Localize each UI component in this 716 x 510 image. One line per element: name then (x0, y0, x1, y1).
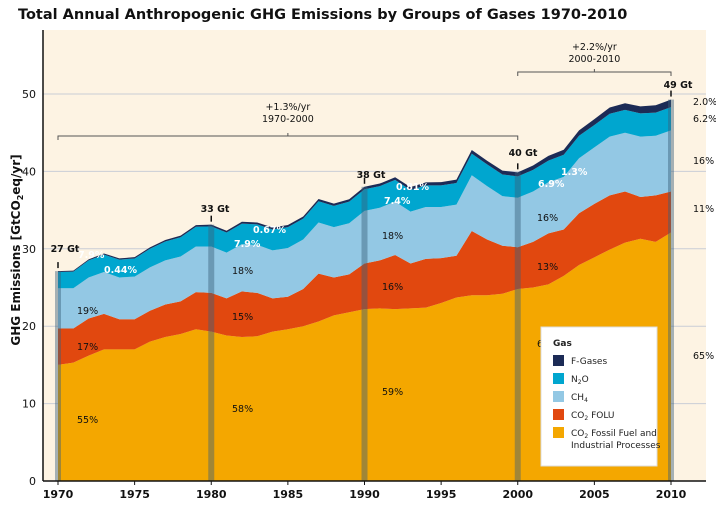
growth-rate-label: +2.2%/yr (572, 42, 617, 53)
share-label: 7.4% (384, 196, 411, 207)
share-label: 59% (382, 387, 403, 398)
area-co2-folu (58, 191, 671, 365)
y-tick-label: 30 (22, 243, 36, 256)
share-label: 2.0% (693, 97, 716, 108)
chart-title: Total Annual Anthropogenic GHG Emissions… (18, 7, 627, 23)
x-tick-label: 2000 (502, 488, 533, 501)
legend-label: CO2 Fossil Fuel and (571, 429, 657, 440)
legend-swatch (553, 409, 564, 420)
share-label: 15% (232, 312, 253, 323)
growth-bracket (517, 69, 672, 76)
share-label: 1.3% (561, 167, 588, 178)
share-label: 19% (77, 306, 98, 317)
y-tick-label: 0 (29, 475, 36, 488)
x-tick-label: 1970 (43, 488, 74, 501)
share-label: 16% (382, 282, 403, 293)
share-label: 7.9% (234, 239, 261, 250)
total-label: 33 Gt (201, 204, 230, 215)
share-label: 58% (232, 404, 253, 415)
decade-marker-bar (668, 99, 674, 481)
area-co2-fossil-fuel-and-industrial-processes (58, 232, 671, 481)
x-tick-label: 2010 (656, 488, 687, 501)
y-tick-label: 40 (22, 165, 36, 178)
legend-label: CH4 (571, 393, 588, 404)
y-axis-label: GHG Emissions [GtCO2eq/yr] (9, 154, 25, 345)
share-label: 13% (537, 262, 558, 273)
decade-marker-bar (55, 271, 61, 481)
x-tick-label: 1985 (273, 488, 304, 501)
legend-swatch (553, 373, 564, 384)
share-label: 7.9% (78, 250, 105, 261)
legend-label: CO2 FOLU (571, 411, 614, 422)
legend-label: F-Gases (571, 357, 607, 367)
plot-area: 0 10 20 30 40 50 1970 1975 1980 1985 1990 1995 2000 2… (22, 30, 716, 501)
share-label: 6.9% (538, 179, 565, 190)
share-label: 65% (693, 351, 714, 362)
share-label: 0.67% (253, 225, 286, 236)
x-tick-label: 1990 (349, 488, 380, 501)
share-label: 0.44% (104, 265, 137, 276)
legend-label-line2: Industrial Processes (571, 441, 661, 451)
decade-marker-bar (514, 172, 521, 481)
legend: Gas F-Gases N2O CH4 CO2 FOLU CO2 Fossil Fuel … (540, 326, 661, 467)
total-label: 49 Gt (664, 80, 693, 91)
total-label: 40 Gt (509, 148, 538, 159)
share-label: 16% (537, 213, 558, 224)
growth-bracket (57, 133, 519, 140)
share-label: 17% (77, 342, 98, 353)
y-tick-label: 20 (22, 320, 36, 333)
growth-rate-label: +1.3%/yr (265, 102, 310, 113)
x-tick-label: 2005 (579, 488, 610, 501)
legend-swatch (553, 355, 564, 366)
share-label: 18% (382, 231, 403, 242)
share-label: 55% (77, 415, 98, 426)
total-label: 38 Gt (357, 170, 386, 181)
legend-swatch (553, 427, 564, 438)
area-ch4 (58, 130, 671, 329)
decade-marker-bar (208, 224, 215, 482)
area-n2o (58, 107, 671, 289)
share-label: 11% (693, 204, 714, 215)
y-tick-label: 50 (22, 88, 36, 101)
growth-period-label: 2000-2010 (568, 54, 620, 65)
legend-swatch (553, 391, 564, 402)
x-tick-label: 1980 (196, 488, 227, 501)
x-tick-label: 1995 (426, 488, 457, 501)
legend-title: Gas (553, 339, 572, 349)
share-label: 18% (232, 266, 253, 277)
growth-period-label: 1970-2000 (262, 114, 314, 125)
decade-marker-bar (361, 186, 368, 481)
share-label: 16% (693, 156, 714, 167)
share-label: 0.81% (396, 182, 429, 193)
share-label: 6.2% (693, 114, 716, 125)
legend-label: N2O (571, 375, 589, 386)
total-label: 27 Gt (51, 244, 80, 255)
x-tick-label: 1975 (119, 488, 150, 501)
y-tick-label: 10 (22, 398, 36, 411)
